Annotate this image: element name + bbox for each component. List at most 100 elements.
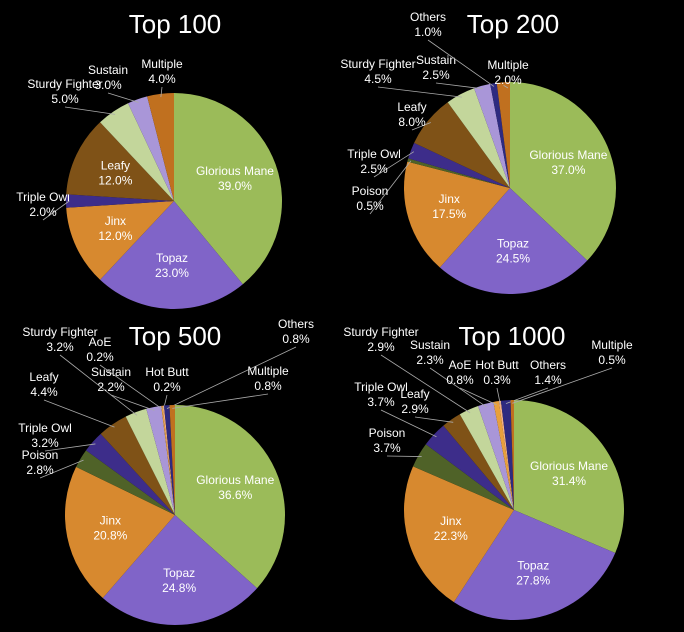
value-label: 2.5%	[360, 162, 388, 176]
pie-slice	[100, 103, 174, 201]
slice-label: Sturdy Fighter	[22, 325, 97, 339]
slice-label: Poison	[369, 426, 406, 440]
pie-slice	[496, 82, 510, 188]
leader-line	[427, 39, 495, 87]
leader-line	[386, 455, 422, 457]
slice-label: Triple Owl	[18, 421, 72, 435]
leader-line	[435, 82, 483, 90]
value-label: 2.9%	[401, 402, 429, 416]
slice-label: Multiple	[487, 58, 529, 72]
value-label: 2.0%	[494, 73, 522, 87]
slice-label: Multiple	[247, 364, 289, 378]
pie-slice	[459, 406, 514, 510]
chart-title: Top 100	[129, 9, 222, 39]
value-label: 12.0%	[98, 229, 132, 243]
leader-line	[107, 92, 139, 103]
slice-label: Jinx	[439, 192, 460, 206]
leader-line	[411, 122, 431, 131]
slice-label: Sustain	[88, 63, 128, 77]
value-label: 0.5%	[598, 353, 626, 367]
value-label: 17.5%	[432, 207, 466, 221]
value-label: 5.0%	[51, 92, 79, 106]
pie-slice	[443, 414, 514, 510]
slice-label: Multiple	[591, 338, 633, 352]
leader-line	[172, 393, 269, 409]
slice-label: Others	[410, 10, 446, 24]
leader-line	[42, 200, 70, 221]
slice-label: AoE	[89, 335, 112, 349]
pie-slice	[169, 405, 175, 515]
slice-label: Topaz	[163, 566, 195, 580]
pie-slice	[147, 93, 174, 201]
pie-slice	[128, 96, 174, 201]
pie-slice	[146, 405, 175, 515]
slice-label: Sustain	[91, 365, 131, 379]
leader-line	[369, 160, 412, 215]
slice-label: Poison	[22, 448, 59, 462]
pie-slice	[66, 201, 174, 280]
slice-label: Hot Butt	[145, 365, 189, 379]
slice-label: Poison	[352, 184, 389, 198]
value-label: 0.2%	[86, 350, 114, 364]
value-label: 31.4%	[552, 474, 586, 488]
value-label: 8.0%	[398, 115, 426, 129]
pie-slice	[414, 102, 510, 188]
pie-slice	[86, 433, 175, 515]
slice-label: Jinx	[100, 513, 121, 527]
value-label: 23.0%	[155, 266, 189, 280]
slice-label: Triple Owl	[16, 190, 70, 204]
leader-line	[414, 416, 454, 423]
pie-slice	[162, 405, 175, 515]
slice-label: Topaz	[156, 251, 188, 265]
chart-title: Top 200	[467, 9, 560, 39]
pie-slice	[493, 401, 514, 510]
slice-label: Glorious Mane	[196, 164, 274, 178]
slice-label: Glorious Mane	[530, 459, 608, 473]
pie-slice	[66, 194, 174, 208]
value-label: 1.0%	[414, 25, 442, 39]
slice-label: Hot Butt	[475, 358, 519, 372]
value-label: 0.8%	[254, 379, 282, 393]
leader-line	[429, 367, 487, 408]
leader-line	[377, 86, 462, 98]
slice-label: Leafy	[400, 387, 429, 401]
value-label: 3.7%	[367, 395, 395, 409]
pie-slice	[403, 161, 510, 268]
leader-line	[59, 354, 138, 416]
chart-title: Top 1000	[459, 321, 566, 351]
slice-label: Others	[278, 317, 314, 331]
value-label: 24.5%	[496, 252, 530, 266]
value-label: 3.2%	[31, 436, 59, 450]
value-label: 0.8%	[282, 332, 310, 346]
pie-slice	[174, 93, 282, 285]
value-label: 39.0%	[218, 179, 252, 193]
pie-slice	[100, 201, 243, 310]
pie-slice	[163, 405, 175, 515]
pie-slice	[500, 400, 514, 510]
pie-slice	[161, 405, 175, 515]
pie-slice	[76, 450, 175, 515]
value-label: 3.7%	[373, 441, 401, 455]
slice-label: Glorious Mane	[196, 473, 274, 487]
value-label: 0.2%	[153, 380, 181, 394]
value-label: 0.5%	[356, 199, 384, 213]
value-label: 1.4%	[534, 373, 562, 387]
pie-slice	[453, 510, 616, 620]
slice-label: Glorious Mane	[529, 148, 607, 162]
value-label: 20.8%	[93, 528, 127, 542]
value-label: 4.0%	[148, 72, 176, 86]
value-label: 36.6%	[218, 488, 252, 502]
slice-label: Sustain	[416, 53, 456, 67]
value-label: 24.8%	[162, 581, 196, 595]
value-label: 2.2%	[97, 380, 125, 394]
pie-slice	[439, 188, 588, 294]
slice-label: Multiple	[141, 57, 183, 71]
pie-slice	[478, 401, 514, 510]
leader-line	[459, 387, 497, 406]
pie-slice	[408, 142, 510, 188]
pie-slice	[66, 122, 174, 201]
pie-slice	[510, 400, 514, 510]
slice-label: Triple Owl	[347, 147, 401, 161]
